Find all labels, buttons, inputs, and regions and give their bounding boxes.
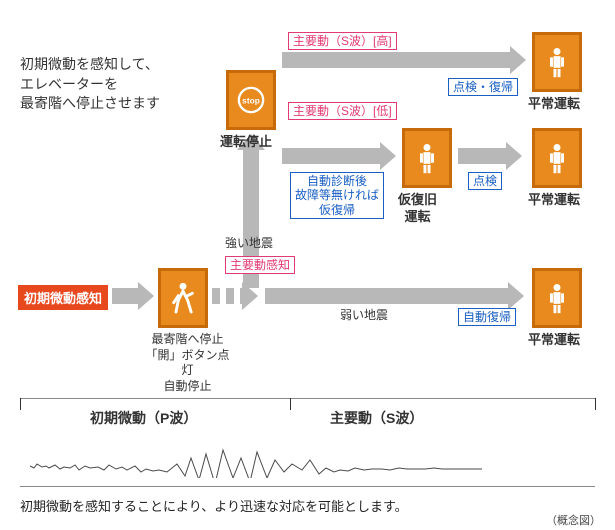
arrow-weak <box>265 288 510 304</box>
stop-caption: 運転停止 <box>220 134 272 151</box>
strong-quake-label: 強い地震 <box>225 236 273 252</box>
normal-bot-caption: 平常運転 <box>528 332 580 349</box>
seismograph-icon <box>20 438 595 478</box>
normal-top-caption: 平常運転 <box>528 96 580 113</box>
main-tremor-sense-label: 主要動感知 <box>225 256 295 274</box>
arrow-badge-to-stop <box>112 288 140 304</box>
elevator-normal-bot-icon <box>532 268 582 328</box>
arrow-s-high <box>282 52 512 68</box>
weak-quake-label: 弱い地震 <box>340 308 388 324</box>
normal-mid-caption: 平常運転 <box>528 192 580 209</box>
elevator-normal-top-icon <box>532 32 582 92</box>
arrow-s-low-2 <box>458 148 508 164</box>
arrow-dash <box>212 288 244 304</box>
nearest-stop-caption: 最寄階へ停止「開」ボタン点灯自動停止 <box>140 332 235 394</box>
elevator-stop-icon: stop <box>226 70 276 130</box>
elevator-normal-mid-icon <box>532 128 582 188</box>
auto-diag-label: 自動診断後故障等無ければ仮復帰 <box>290 172 384 219</box>
intro-text: 初期微動を感知して、エレベーターを最寄階へ停止させます <box>20 55 160 114</box>
svg-text:stop: stop <box>242 96 260 106</box>
divider-top <box>20 398 595 399</box>
s-wave-low-label: 主要動（S波）[低] <box>288 102 397 120</box>
temp-restore-caption: 仮復旧運転 <box>398 192 437 226</box>
tick-1 <box>20 398 21 410</box>
elevator-nearest-stop-icon <box>158 268 208 328</box>
p-wave-label: 初期微動（P波） <box>90 408 197 428</box>
divider-bottom <box>20 486 595 487</box>
auto-restore-label: 自動復帰 <box>458 308 516 326</box>
s-wave-high-label: 主要動（S波）[高] <box>288 32 397 50</box>
elevator-temp-restore-icon <box>402 128 452 188</box>
inspection-label: 点検 <box>468 172 502 190</box>
concept-label: （概念図） <box>546 512 601 528</box>
tick-2 <box>290 398 291 410</box>
check-restore-label: 点検・復帰 <box>448 78 518 96</box>
arrow-s-low-1 <box>282 148 382 164</box>
s-wave-label: 主要動（S波） <box>330 408 423 428</box>
tick-3 <box>595 398 596 410</box>
initial-tremor-badge: 初期微動感知 <box>18 285 108 310</box>
footer-text: 初期微動を感知することにより、より迅速な対応を可能とします。 <box>20 496 408 515</box>
